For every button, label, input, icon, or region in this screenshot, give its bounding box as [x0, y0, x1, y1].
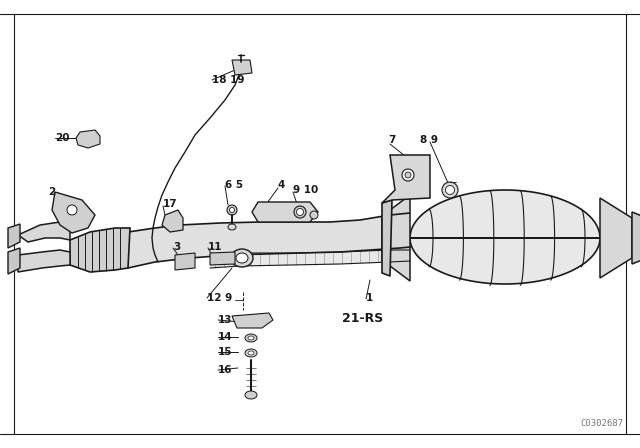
- Text: 6 5: 6 5: [225, 180, 243, 190]
- Polygon shape: [600, 198, 632, 278]
- Text: 1: 1: [366, 293, 373, 303]
- Ellipse shape: [230, 207, 234, 212]
- Polygon shape: [52, 192, 95, 233]
- Text: 12 9: 12 9: [207, 293, 232, 303]
- Text: 17: 17: [163, 199, 178, 209]
- Text: 4: 4: [277, 180, 284, 190]
- Text: 18 19: 18 19: [212, 75, 244, 85]
- Ellipse shape: [248, 351, 254, 355]
- Polygon shape: [382, 155, 430, 203]
- Ellipse shape: [236, 253, 248, 263]
- Text: C0302687: C0302687: [580, 419, 623, 428]
- Polygon shape: [382, 195, 410, 281]
- Ellipse shape: [228, 224, 236, 230]
- Text: 13: 13: [218, 315, 232, 325]
- Ellipse shape: [227, 205, 237, 215]
- Text: 8 9: 8 9: [420, 135, 438, 145]
- Polygon shape: [232, 60, 252, 75]
- Ellipse shape: [445, 185, 454, 194]
- Polygon shape: [252, 202, 318, 222]
- Ellipse shape: [248, 336, 254, 340]
- Polygon shape: [410, 190, 600, 284]
- Polygon shape: [175, 253, 195, 270]
- Polygon shape: [162, 210, 183, 232]
- Polygon shape: [128, 213, 410, 268]
- Polygon shape: [76, 130, 100, 148]
- Ellipse shape: [405, 172, 411, 178]
- Text: 15: 15: [218, 347, 232, 357]
- Polygon shape: [632, 212, 640, 264]
- Text: 2: 2: [48, 187, 55, 197]
- Polygon shape: [382, 200, 392, 276]
- Text: 9 10: 9 10: [293, 185, 318, 195]
- Ellipse shape: [296, 208, 303, 215]
- Ellipse shape: [67, 205, 77, 215]
- Ellipse shape: [402, 169, 414, 181]
- Text: 7: 7: [388, 135, 396, 145]
- Ellipse shape: [442, 182, 458, 198]
- Ellipse shape: [245, 349, 257, 357]
- Text: 20: 20: [55, 133, 70, 143]
- Ellipse shape: [245, 334, 257, 342]
- Ellipse shape: [294, 206, 306, 218]
- Ellipse shape: [231, 249, 253, 267]
- Polygon shape: [18, 250, 70, 272]
- Polygon shape: [70, 228, 130, 272]
- Polygon shape: [232, 313, 273, 328]
- Text: 21-RS: 21-RS: [342, 311, 383, 324]
- Polygon shape: [8, 224, 20, 248]
- Ellipse shape: [310, 211, 318, 219]
- Polygon shape: [210, 252, 235, 265]
- Text: 11: 11: [208, 242, 223, 252]
- Text: 16: 16: [218, 365, 232, 375]
- Polygon shape: [18, 222, 70, 242]
- Polygon shape: [8, 248, 20, 274]
- Ellipse shape: [245, 391, 257, 399]
- Text: 3: 3: [173, 242, 180, 252]
- Text: 14: 14: [218, 332, 232, 342]
- Polygon shape: [210, 250, 410, 268]
